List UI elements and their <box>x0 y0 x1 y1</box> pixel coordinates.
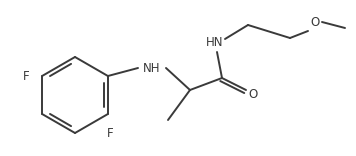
Text: O: O <box>248 88 258 102</box>
Text: O: O <box>310 15 320 29</box>
Text: F: F <box>106 127 113 140</box>
Text: HN: HN <box>206 37 224 49</box>
Text: NH: NH <box>143 61 161 75</box>
Text: F: F <box>22 70 29 83</box>
